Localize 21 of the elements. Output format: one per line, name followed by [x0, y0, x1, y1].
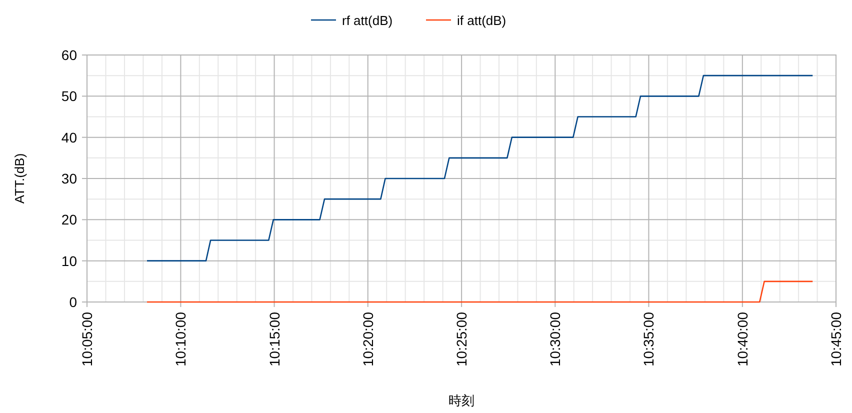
x-tick-label: 10:15:00 — [266, 312, 282, 366]
x-tick-label: 10:20:00 — [360, 312, 376, 366]
y-tick-label: 40 — [61, 129, 78, 146]
y-tick-label: 30 — [61, 170, 78, 186]
x-tick-label: 10:30:00 — [547, 312, 564, 366]
x-tick-label: 10:05:00 — [79, 312, 95, 366]
line-series — [146, 74, 814, 262]
x-tick-label: 10:10:00 — [172, 312, 189, 366]
y-tick-label: 60 — [61, 47, 78, 63]
y-tick-label: 20 — [61, 212, 78, 228]
y-axis-title: ATT.(dB) — [12, 153, 27, 204]
legend-label: if att(dB) — [457, 13, 506, 28]
x-tick-label: 10:40:00 — [734, 312, 750, 366]
y-tick-label: 50 — [61, 88, 78, 104]
x-tick-label: 10:35:00 — [640, 312, 657, 366]
y-tick-label: 0 — [69, 294, 78, 310]
x-tick-label: 10:45:00 — [828, 312, 844, 366]
x-axis-title: 時刻 — [448, 393, 474, 408]
legend-label: rf att(dB) — [342, 13, 393, 28]
x-tick-label: 10:25:00 — [454, 312, 470, 366]
y-tick-label: 10 — [61, 252, 78, 269]
